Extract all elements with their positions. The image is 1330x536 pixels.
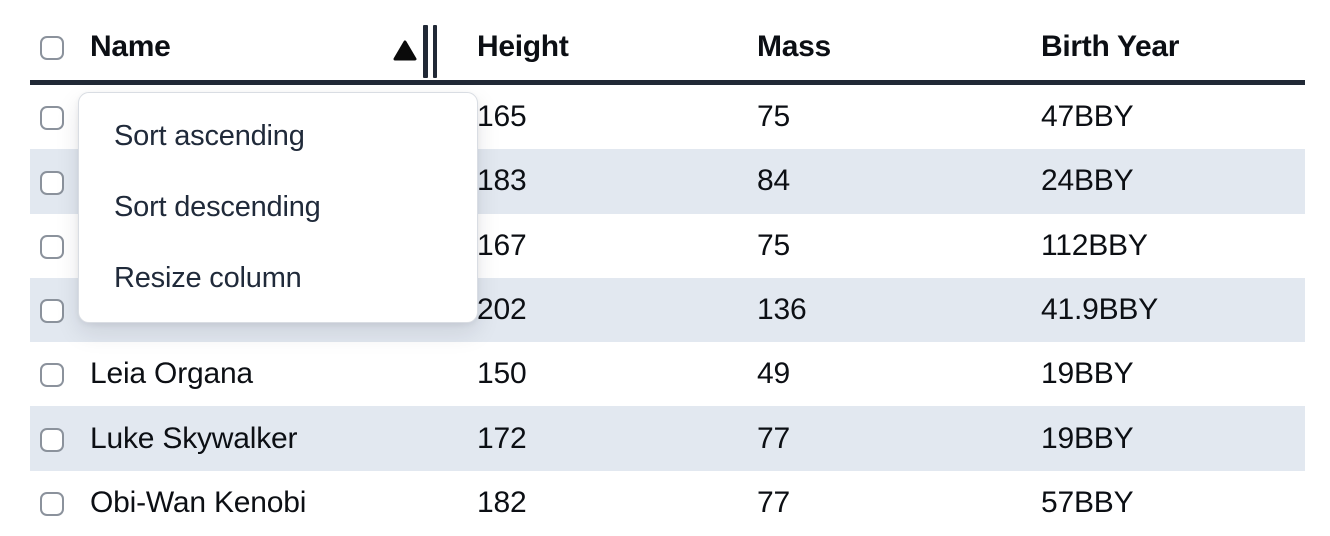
column-context-menu: Sort ascending Sort descending Resize co…	[78, 92, 478, 323]
menu-item-sort-descending[interactable]: Sort descending	[114, 191, 321, 223]
row-select-cell	[30, 164, 90, 198]
column-header-mass[interactable]: Mass	[757, 30, 1041, 64]
row-checkbox[interactable]	[40, 106, 64, 131]
row-checkbox[interactable]	[40, 299, 64, 324]
cell-name: Leia Organa	[90, 357, 253, 391]
cell-name: Obi-Wan Kenobi	[90, 485, 307, 519]
column-header-birth-year-label: Birth Year	[1041, 30, 1180, 63]
row-checkbox[interactable]	[40, 234, 64, 259]
cell-birth-year: 47BBY	[1041, 100, 1134, 134]
cell-birth-year: 19BBY	[1041, 357, 1134, 391]
cell-height: 183	[477, 164, 527, 198]
row-select-cell	[30, 422, 90, 456]
menu-item-sort-ascending[interactable]: Sort ascending	[114, 120, 305, 152]
resize-bar-left	[423, 25, 428, 78]
row-select-cell	[30, 229, 90, 263]
column-header-height[interactable]: Height	[477, 30, 757, 64]
column-header-height-label: Height	[477, 30, 569, 63]
cell-birth-year: 57BBY	[1041, 485, 1134, 519]
column-header-name-label: Name	[90, 30, 171, 63]
row-checkbox[interactable]	[40, 363, 64, 388]
column-header-mass-label: Mass	[757, 30, 831, 63]
cell-mass: 49	[757, 357, 790, 391]
cell-mass: 75	[757, 228, 790, 262]
cell-mass: 77	[757, 421, 790, 455]
cell-birth-year: 112BBY	[1041, 228, 1148, 262]
row-select-cell	[30, 486, 90, 520]
cell-height: 182	[477, 485, 527, 519]
column-resize-handle-icon[interactable]	[423, 25, 437, 78]
resize-bar-right	[432, 25, 437, 78]
cell-mass: 75	[757, 100, 790, 134]
cell-height: 172	[477, 421, 527, 455]
cell-birth-year: 24BBY	[1041, 164, 1134, 198]
row-select-cell	[30, 100, 90, 134]
row-checkbox[interactable]	[40, 170, 64, 195]
row-select-cell	[30, 293, 90, 327]
row-checkbox[interactable]	[40, 492, 64, 516]
table-row[interactable]: Leia Organa 150 49 19BBY	[30, 342, 1305, 407]
column-header-birth-year[interactable]: Birth Year	[1041, 30, 1305, 64]
cell-height: 202	[477, 293, 527, 327]
row-checkbox[interactable]	[40, 427, 64, 452]
table-row[interactable]: Luke Skywalker 172 77 19BBY	[30, 406, 1305, 471]
table-row[interactable]: Obi-Wan Kenobi 182 77 57BBY	[30, 470, 1305, 536]
cell-mass: 77	[757, 485, 790, 519]
cell-name: Luke Skywalker	[90, 421, 298, 455]
menu-item-resize-column[interactable]: Resize column	[114, 262, 302, 294]
cell-mass: 84	[757, 164, 790, 198]
cell-birth-year: 19BBY	[1041, 421, 1134, 455]
sort-ascending-triangle-icon[interactable]	[393, 36, 417, 61]
cell-height: 150	[477, 357, 527, 391]
table-header-row: Name Height Mass Birth Year	[30, 0, 1305, 85]
select-all-cell	[30, 30, 90, 64]
cell-mass: 136	[757, 293, 807, 327]
cell-height: 167	[477, 228, 527, 262]
select-all-checkbox[interactable]	[40, 36, 64, 61]
cell-birth-year: 41.9BBY	[1041, 293, 1159, 327]
column-header-name[interactable]: Name	[90, 30, 477, 64]
cell-height: 165	[477, 100, 527, 134]
row-select-cell	[30, 357, 90, 391]
